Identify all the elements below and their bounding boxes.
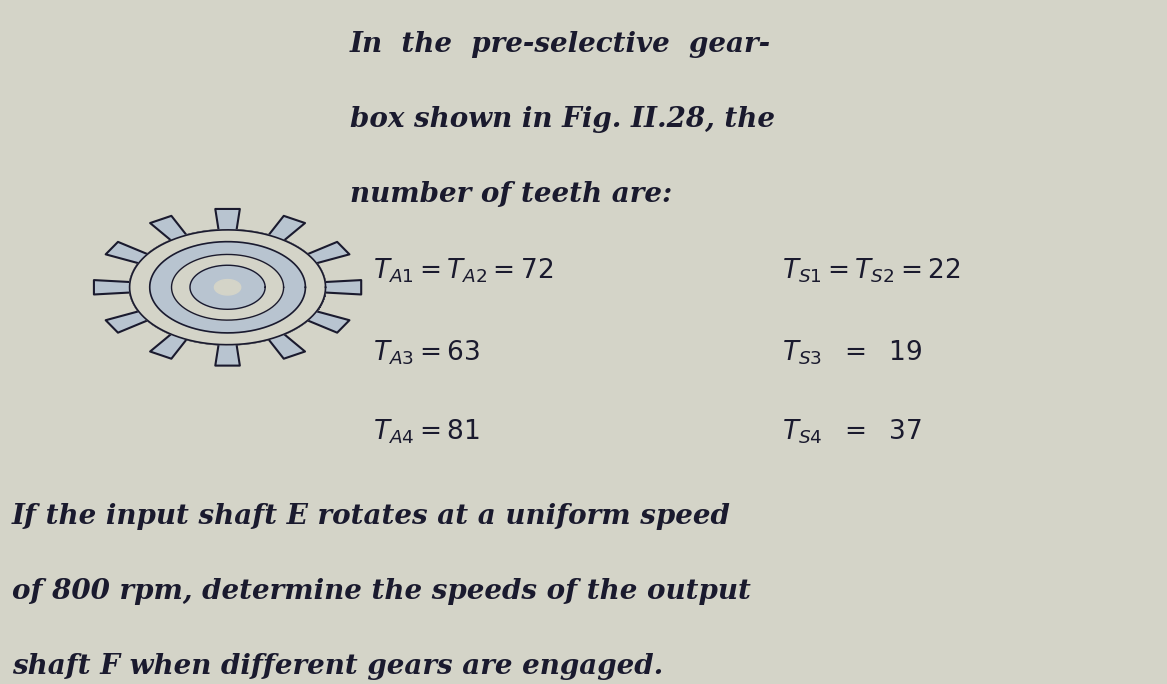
Text: $T_{S1} = T_{S2} = 22$: $T_{S1} = T_{S2} = 22$ xyxy=(782,256,960,285)
Text: $T_{S4}\ \ =\ \ 37$: $T_{S4}\ \ =\ \ 37$ xyxy=(782,417,922,446)
Text: box shown in Fig. II.28, the: box shown in Fig. II.28, the xyxy=(350,106,775,133)
Text: In  the  pre-selective  gear-: In the pre-selective gear- xyxy=(350,31,771,57)
Text: $T_{A4} = 81$: $T_{A4} = 81$ xyxy=(373,417,480,446)
Text: shaft F when different gears are engaged.: shaft F when different gears are engaged… xyxy=(12,653,663,680)
Text: If the input shaft E rotates at a uniform speed: If the input shaft E rotates at a unifor… xyxy=(12,503,731,529)
Polygon shape xyxy=(190,265,265,309)
Text: $T_{A1} = T_{A2} = 72$: $T_{A1} = T_{A2} = 72$ xyxy=(373,256,553,285)
Text: $T_{A3} = 63$: $T_{A3} = 63$ xyxy=(373,339,481,367)
Text: of 800 rpm, determine the speeds of the output: of 800 rpm, determine the speeds of the … xyxy=(12,578,750,605)
Polygon shape xyxy=(130,230,326,345)
Polygon shape xyxy=(172,254,284,320)
Polygon shape xyxy=(149,241,306,333)
Text: number of teeth are:: number of teeth are: xyxy=(350,181,672,208)
Text: $T_{S3}\ \ =\ \ 19$: $T_{S3}\ \ =\ \ 19$ xyxy=(782,339,922,367)
Polygon shape xyxy=(93,209,362,366)
Polygon shape xyxy=(215,280,240,295)
